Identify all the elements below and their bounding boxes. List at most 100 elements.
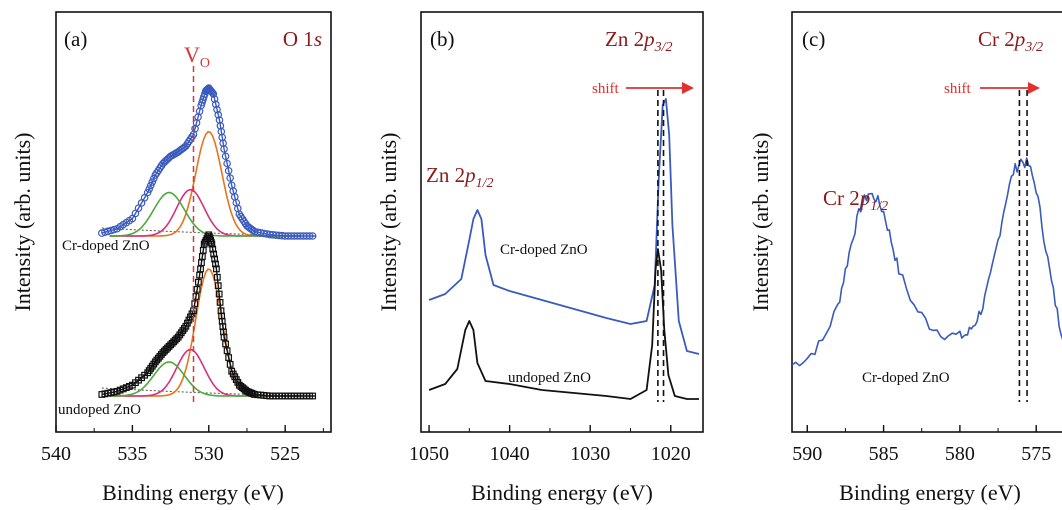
data-point: [194, 278, 202, 286]
data-point: [212, 100, 220, 109]
panel-b-title-italic: p: [642, 27, 655, 51]
x-tick-label: 535: [117, 443, 147, 465]
data-point: [207, 87, 216, 96]
data-point: [191, 300, 199, 308]
panel-b-x-axis-label: Binding energy (eV): [471, 480, 653, 505]
data-point: [224, 166, 233, 175]
panel-b-peak-label: Zn 2p1/2: [426, 163, 493, 191]
x-tick-label: 575: [1021, 443, 1051, 465]
panel-a-x-axis-label: Binding energy (eV): [102, 480, 284, 505]
panel-a-series-label-cr: Cr-doped ZnO: [62, 238, 150, 254]
data-point: [214, 110, 223, 119]
panel-b-shift-label: shift: [592, 81, 620, 97]
x-tick-label: 1050: [409, 443, 449, 465]
data-point: [226, 360, 234, 368]
panel-c-x-axis-label: Binding energy (eV): [839, 480, 1021, 505]
panel-c-title-italic: p: [1013, 27, 1026, 51]
data-series-line: [101, 232, 316, 397]
data-point: [193, 285, 201, 293]
panel-c-peak-italic: p: [858, 186, 871, 210]
data-point: [226, 174, 234, 182]
panel-a-plot-area: [98, 66, 317, 405]
panel-b-y-axis-label: Intensity (arb. units): [376, 132, 401, 311]
panel-a-x-ticks: 540 535 530 525: [41, 425, 324, 465]
data-point: [210, 95, 219, 103]
vo-marker-main: V: [184, 42, 200, 67]
x-tick-label: 1040: [490, 443, 530, 465]
data-point: [213, 265, 220, 273]
data-point: [110, 225, 118, 234]
data-point: [209, 90, 218, 98]
vo-marker-label: VO: [184, 42, 210, 71]
panel-b-title: Zn 2p3/2: [605, 27, 672, 55]
data-series-line: [428, 98, 700, 355]
x-tick-label: 525: [270, 443, 300, 465]
data-point: [221, 152, 230, 161]
shift-arrow-head: [1028, 82, 1040, 94]
panel-a-title-italic: s: [314, 27, 322, 51]
panel-c-label: (c): [802, 27, 825, 51]
panel-a-frame: [55, 11, 332, 433]
panel-c-frame: [791, 11, 1062, 433]
panel-b-label: (b): [430, 27, 455, 51]
panel-a-title-main: O 1: [283, 27, 314, 51]
panel-b-plot-area: [428, 82, 700, 402]
x-tick-label: 585: [869, 443, 899, 465]
x-tick-label: 580: [945, 443, 975, 465]
fit-component: [109, 348, 300, 397]
panel-b-peak-italic: p: [463, 163, 476, 187]
panel-c-peak-main: Cr 2: [823, 186, 860, 210]
data-point: [220, 333, 228, 341]
x-tick-label: 530: [194, 443, 224, 465]
data-point: [146, 181, 155, 190]
panel-a-y-axis-label: Intensity (arb. units): [10, 132, 35, 311]
panel-b-peak-main: Zn 2: [426, 163, 465, 187]
panel-b-series-label-cr: Cr-doped ZnO: [500, 242, 588, 258]
data-point: [212, 260, 219, 268]
panel-c-title: Cr 2p3/2: [978, 27, 1043, 55]
panel-c-series-label-cr: Cr-doped ZnO: [862, 370, 950, 386]
panel-c-x-ticks: 590 585 580 575: [792, 425, 1051, 465]
data-point: [213, 105, 221, 114]
panel-b-x-ticks: 1050 1040 1030 1020: [409, 425, 691, 465]
panel-c-plot-area: [791, 82, 1062, 402]
panel-c-shift-label: shift: [944, 81, 972, 97]
data-point: [209, 245, 217, 253]
panel-a-series-label-undoped: undoped ZnO: [58, 402, 141, 418]
panel-b-series-label-undoped: undoped ZnO: [508, 370, 591, 386]
panel-b-title-sub: 3/2: [654, 40, 673, 55]
data-point: [308, 232, 317, 240]
x-tick-label: 1030: [570, 443, 610, 465]
data-series-line: [428, 248, 699, 400]
data-point: [211, 255, 218, 263]
panel-b: 1050 1040 1030 1020 (b) Zn 2p3/2 Zn 2p1/2 s…: [376, 11, 704, 505]
panel-c-peak-sub: 1/2: [870, 199, 888, 214]
panel-a-label: (a): [64, 27, 87, 51]
fit-component: [109, 191, 300, 237]
data-point: [210, 250, 218, 258]
data-point: [225, 354, 233, 361]
x-tick-label: 540: [41, 443, 71, 465]
data-point: [207, 236, 215, 244]
data-point: [223, 347, 231, 355]
vo-marker-sub: O: [200, 56, 210, 71]
panel-a: 540 535 530 525 (a) O 1s VO Cr-doped ZnO un…: [10, 11, 332, 505]
data-series-line: [791, 157, 1062, 367]
data-point: [223, 159, 231, 168]
data-point: [149, 174, 158, 183]
panel-a-title: O 1s: [283, 27, 322, 51]
data-point: [220, 145, 228, 153]
x-tick-label: 1020: [651, 443, 691, 465]
data-point: [305, 232, 314, 240]
fit-component: [109, 130, 300, 237]
data-point: [148, 178, 157, 186]
data-point: [249, 390, 257, 398]
panel-c-y-axis-label: Intensity (arb. units): [748, 132, 773, 311]
data-point: [145, 185, 153, 193]
data-point: [208, 88, 217, 97]
data-point: [222, 340, 229, 348]
data-point: [216, 298, 224, 306]
shift-arrow-head: [682, 82, 694, 94]
panel-c-title-sub: 3/2: [1024, 40, 1043, 55]
